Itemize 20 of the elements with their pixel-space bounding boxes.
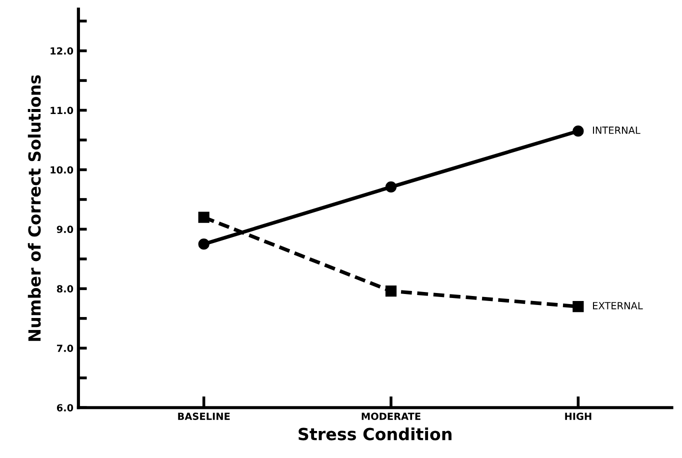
series-label: INTERNAL xyxy=(593,126,640,134)
y-axis-title: Number of Correct Solutions xyxy=(28,75,41,341)
y-tick-label: 12.0 xyxy=(50,47,74,55)
y-tick-label: 7.0 xyxy=(56,344,74,352)
x-axis-title: Stress Condition xyxy=(298,427,452,440)
y-tick-label: 11.0 xyxy=(50,106,74,114)
point xyxy=(572,126,584,137)
x-tick-label: MODERATE xyxy=(362,412,420,420)
point xyxy=(385,181,397,193)
series-label: EXTERNAL xyxy=(593,302,643,310)
point xyxy=(198,212,210,223)
x-tick-label: HIGH xyxy=(565,412,592,420)
y-tick-label: 9.0 xyxy=(56,226,74,234)
y-tick-label: 6.0 xyxy=(56,404,74,412)
y-tick-label: 8.0 xyxy=(56,285,74,293)
point xyxy=(572,300,584,312)
y-tick-label: 10.0 xyxy=(50,166,74,174)
x-tick-label: BASELINE xyxy=(178,412,230,420)
point xyxy=(198,238,210,250)
point xyxy=(385,286,397,297)
